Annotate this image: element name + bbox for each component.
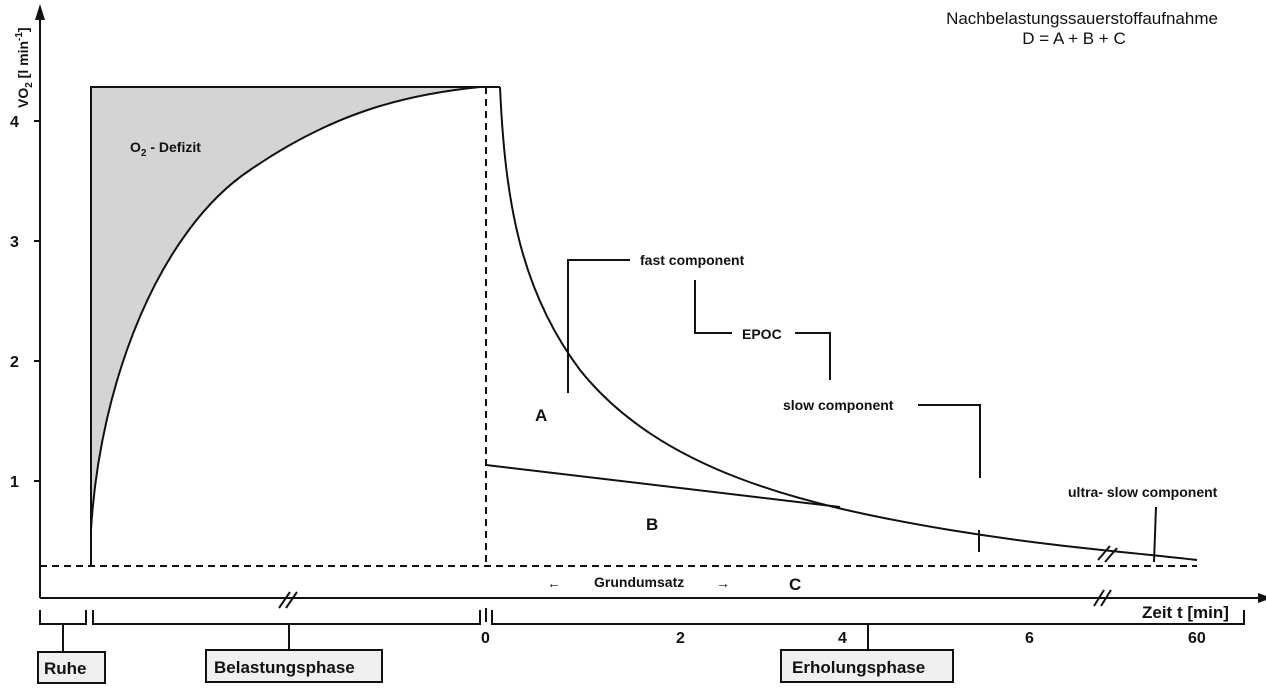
rest-bracket [39, 610, 87, 625]
y-tick-label-4: 4 [10, 114, 19, 131]
x-tick-label-0: 0 [481, 630, 490, 647]
x-tick-label-2: 2 [676, 630, 685, 647]
slow-component-label: slow component [783, 397, 894, 413]
exercise-box [205, 649, 383, 683]
x-axis-arrow [1258, 593, 1266, 603]
vo2-uptake-curve [90, 86, 481, 531]
y-tick-label-2: 2 [10, 354, 19, 371]
x-axis-label: Zeit t [min] [1142, 603, 1229, 622]
slow-component-leader [918, 404, 981, 478]
epoc-bracket-right [795, 332, 831, 380]
rest-label: Ruhe [44, 659, 87, 678]
curve-break-mark [1097, 545, 1118, 563]
exercise-label: Belastungsphase [214, 658, 355, 677]
y-axis-arrow [35, 4, 45, 20]
x-axis-break-mark [1093, 589, 1112, 607]
exercise-break-mark [278, 591, 298, 609]
ultra-slow-component-leader [1153, 506, 1157, 563]
area-c-label: C [789, 575, 801, 594]
x-tick-label-4: 4 [838, 630, 847, 647]
fast-component-label: fast component [640, 252, 745, 268]
steady-state-outline [90, 86, 500, 565]
fast-component-leader [567, 259, 630, 393]
grundumsatz-arrow-left: ← [547, 575, 561, 591]
title-line-2: D = A + B + C [1022, 29, 1125, 48]
x-tick-label-60: 60 [1188, 630, 1206, 647]
area-a-label: A [535, 406, 547, 425]
epoc-label: EPOC [742, 326, 782, 342]
recovery-label: Erholungsphase [792, 658, 925, 677]
ultra-slow-component-label: ultra- slow component [1068, 484, 1218, 500]
recovery-bracket [491, 610, 1245, 625]
y-tick-label-3: 3 [10, 234, 19, 251]
x-tick-label-6: 6 [1025, 630, 1034, 647]
o2-deficit-area [91, 87, 480, 530]
epoc-bracket-left [694, 280, 732, 334]
recovery-curve [499, 86, 1198, 561]
title-line-1: Nachbelastungssauerstoffaufnahme [946, 9, 1218, 28]
rest-box [37, 651, 106, 684]
recovery-box [780, 649, 954, 683]
y-tick-label-1: 1 [10, 474, 19, 491]
exercise-bracket [92, 610, 481, 625]
o2-deficit-label: O2 - Defizit [130, 139, 201, 159]
grundumsatz-arrow-right: → [716, 575, 730, 591]
grundumsatz-label: Grundumsatz [594, 574, 684, 590]
area-b-label: B [646, 515, 658, 534]
slow-component-line [485, 464, 841, 508]
y-axis-label: VO2 [l min-1] [14, 27, 35, 108]
